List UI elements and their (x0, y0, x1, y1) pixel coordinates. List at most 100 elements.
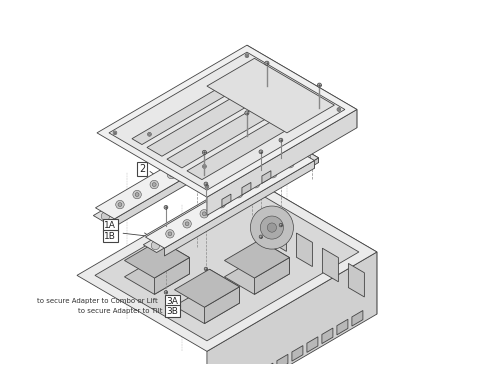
Polygon shape (224, 240, 290, 278)
Circle shape (259, 235, 262, 239)
Circle shape (279, 224, 282, 227)
Circle shape (204, 182, 208, 186)
Polygon shape (95, 186, 359, 341)
Polygon shape (109, 52, 345, 190)
Circle shape (236, 192, 240, 196)
Polygon shape (246, 120, 264, 139)
Polygon shape (167, 92, 297, 168)
Polygon shape (204, 287, 240, 324)
Polygon shape (294, 150, 318, 164)
Polygon shape (147, 80, 277, 156)
Text: 1B: 1B (104, 232, 117, 240)
Polygon shape (164, 160, 314, 256)
Polygon shape (296, 149, 314, 168)
Circle shape (286, 159, 294, 168)
Polygon shape (160, 240, 190, 274)
Polygon shape (352, 310, 363, 326)
Polygon shape (244, 121, 268, 135)
Polygon shape (174, 269, 240, 307)
Polygon shape (306, 150, 318, 163)
Circle shape (101, 212, 110, 221)
Polygon shape (322, 328, 333, 344)
Circle shape (150, 180, 158, 189)
Polygon shape (207, 109, 357, 215)
Circle shape (205, 185, 209, 189)
Circle shape (164, 206, 168, 209)
Circle shape (186, 163, 190, 167)
Polygon shape (207, 252, 377, 367)
Polygon shape (247, 176, 377, 314)
Polygon shape (94, 209, 118, 223)
Text: 3B: 3B (166, 307, 178, 316)
Polygon shape (97, 45, 357, 197)
Circle shape (206, 186, 208, 188)
Circle shape (252, 124, 260, 132)
Circle shape (260, 216, 283, 239)
Polygon shape (247, 45, 357, 128)
Circle shape (204, 153, 208, 156)
Polygon shape (146, 149, 314, 248)
Polygon shape (174, 286, 240, 324)
Circle shape (337, 108, 341, 112)
Circle shape (302, 153, 310, 161)
Circle shape (148, 132, 152, 136)
Polygon shape (132, 72, 257, 145)
Polygon shape (260, 240, 290, 274)
Polygon shape (322, 248, 338, 282)
Circle shape (164, 291, 168, 294)
Circle shape (254, 182, 258, 186)
Circle shape (183, 219, 192, 228)
Circle shape (265, 61, 269, 65)
Circle shape (268, 170, 277, 178)
Polygon shape (187, 103, 317, 179)
Circle shape (167, 170, 175, 179)
Circle shape (318, 83, 322, 87)
Circle shape (184, 160, 192, 169)
Circle shape (133, 190, 141, 199)
Circle shape (204, 166, 206, 167)
Circle shape (202, 164, 206, 168)
Polygon shape (210, 269, 240, 303)
Circle shape (288, 162, 292, 166)
Circle shape (152, 183, 156, 186)
Polygon shape (114, 131, 264, 227)
Polygon shape (96, 120, 264, 219)
Polygon shape (124, 257, 190, 294)
Circle shape (218, 140, 227, 149)
Circle shape (259, 150, 263, 154)
Polygon shape (308, 158, 318, 169)
Circle shape (271, 172, 274, 176)
Circle shape (204, 267, 208, 270)
Circle shape (202, 150, 210, 159)
Text: 1A: 1A (104, 221, 117, 230)
Circle shape (245, 111, 249, 115)
Text: 2: 2 (139, 164, 145, 174)
Circle shape (236, 130, 244, 139)
Circle shape (135, 193, 139, 196)
Polygon shape (348, 264, 364, 297)
Polygon shape (222, 194, 231, 207)
Circle shape (118, 203, 122, 207)
Polygon shape (156, 246, 168, 257)
Polygon shape (207, 58, 334, 133)
Circle shape (148, 133, 150, 135)
Circle shape (279, 138, 283, 142)
Polygon shape (262, 363, 273, 367)
Polygon shape (337, 319, 348, 335)
Polygon shape (292, 346, 303, 361)
Circle shape (185, 222, 189, 226)
Circle shape (246, 55, 248, 57)
Text: to secure Adapter to Combo or Lift: to secure Adapter to Combo or Lift (36, 298, 158, 304)
Circle shape (166, 230, 174, 238)
Polygon shape (256, 121, 268, 133)
Polygon shape (254, 258, 290, 294)
Circle shape (202, 212, 206, 216)
Polygon shape (144, 238, 168, 252)
Circle shape (217, 200, 226, 208)
Polygon shape (154, 258, 190, 294)
Circle shape (202, 150, 206, 155)
Polygon shape (104, 209, 118, 222)
Circle shape (338, 109, 340, 110)
Polygon shape (262, 171, 271, 183)
Circle shape (238, 132, 242, 137)
